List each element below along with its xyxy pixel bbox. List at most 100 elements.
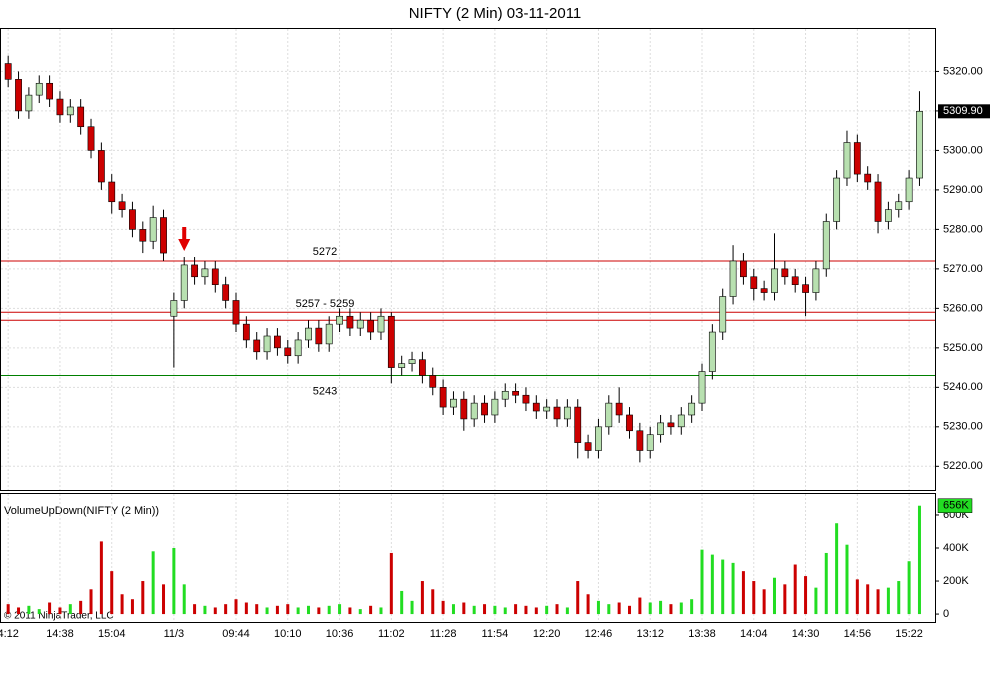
volume-bar (596, 600, 600, 615)
volume-bar (193, 604, 197, 615)
candle-body (97, 150, 105, 183)
y-tick-label: 5250.00 (943, 342, 983, 354)
volume-bar (628, 605, 632, 615)
last-volume-box (937, 498, 973, 513)
volume-bar (814, 587, 818, 615)
volume-bar (741, 571, 745, 615)
volume-bar (721, 559, 725, 615)
x-tick-label: 13:38 (688, 628, 716, 640)
volume-bar (130, 599, 134, 615)
volume-bar (565, 607, 569, 615)
candle-body (222, 284, 230, 301)
candle-body (822, 221, 830, 270)
volume-bar (348, 607, 352, 615)
volume-bar (358, 609, 362, 615)
candle-body (35, 82, 43, 96)
volume-bar (607, 604, 611, 615)
candle-body (160, 217, 167, 254)
x-tick-label: 14:38 (46, 628, 74, 640)
volume-bar (37, 609, 41, 615)
candle-body (242, 323, 250, 341)
volume-bar (182, 584, 186, 615)
level-label: 5257 - 5259 (296, 298, 355, 310)
volume-bar (648, 602, 652, 615)
volume-bar (234, 599, 238, 615)
x-tick-label: 4:12 (0, 628, 19, 640)
candle-body (657, 422, 664, 436)
candle-body (512, 390, 520, 396)
candle-body (708, 331, 716, 372)
candle-body (232, 300, 240, 325)
x-tick-label: 11:54 (482, 628, 509, 640)
candle-body (605, 402, 613, 428)
volume-bar (669, 604, 673, 615)
volume-bar (162, 584, 166, 615)
volume-bar (659, 600, 663, 615)
candle-body (481, 402, 488, 416)
candle-body (646, 434, 654, 451)
candle-body (884, 209, 892, 222)
y-tick-label: 5260.00 (943, 302, 983, 314)
volume-bar (762, 589, 766, 615)
candle-body (574, 406, 582, 443)
candle-body (905, 177, 913, 203)
candle-body (129, 209, 136, 230)
x-tick-label: 13:12 (636, 628, 664, 640)
volume-bar (472, 605, 476, 615)
candle-body (501, 390, 509, 400)
y-tick-label: 5240.00 (943, 381, 983, 393)
volume-bar (545, 605, 549, 615)
candle-body (771, 268, 778, 293)
candle-body (698, 371, 706, 404)
volume-bar (451, 604, 455, 615)
volume-bar (772, 577, 776, 615)
candle-body (719, 296, 727, 333)
volume-bar (327, 605, 331, 615)
candle-body (563, 406, 571, 420)
candle-body (626, 414, 633, 432)
volume-bar (203, 605, 207, 615)
copyright: © 2011 NinjaTrader, LLC (4, 611, 114, 622)
candle-body (781, 268, 789, 278)
candle-body (812, 268, 820, 293)
candle-body (429, 375, 437, 388)
volume-bar (120, 594, 124, 615)
level-label: 5272 (313, 246, 337, 258)
volume-bar (265, 607, 269, 615)
volume-bar (886, 587, 890, 615)
candle-body (180, 264, 188, 301)
volume-bar (410, 600, 414, 615)
y-tick-label: 400K (943, 542, 969, 554)
volume-bar (907, 561, 911, 615)
x-tick-label: 11:02 (378, 628, 405, 640)
x-tick-label: 10:10 (274, 628, 302, 640)
volume-bar (141, 581, 145, 615)
volume-bar (855, 579, 859, 615)
candle-body (740, 260, 747, 278)
volume-panel (0, 493, 936, 623)
candle-body (408, 359, 416, 364)
candle-body (263, 335, 271, 353)
candle-body (305, 327, 312, 341)
candle-body (460, 398, 468, 420)
candle-body (139, 229, 147, 242)
volume-bar (89, 589, 93, 615)
y-tick-label: 5270.00 (943, 263, 983, 275)
candle-body (470, 402, 478, 420)
candle-body (667, 422, 675, 428)
volume-bar (48, 602, 52, 615)
candle-body (25, 94, 33, 112)
candle-body (284, 347, 292, 357)
volume-bar (493, 605, 497, 615)
x-tick-label: 14:04 (740, 628, 768, 640)
candle-body (15, 79, 22, 112)
candle-body (77, 106, 85, 128)
volume-bar (638, 597, 642, 615)
candle-body (760, 288, 768, 293)
x-tick-label: 14:56 (844, 628, 872, 640)
volume-bar (824, 552, 828, 615)
volume-bar (275, 605, 279, 615)
volume-bar (752, 581, 756, 615)
volume-bar (441, 600, 445, 615)
volume-bar (483, 604, 487, 615)
